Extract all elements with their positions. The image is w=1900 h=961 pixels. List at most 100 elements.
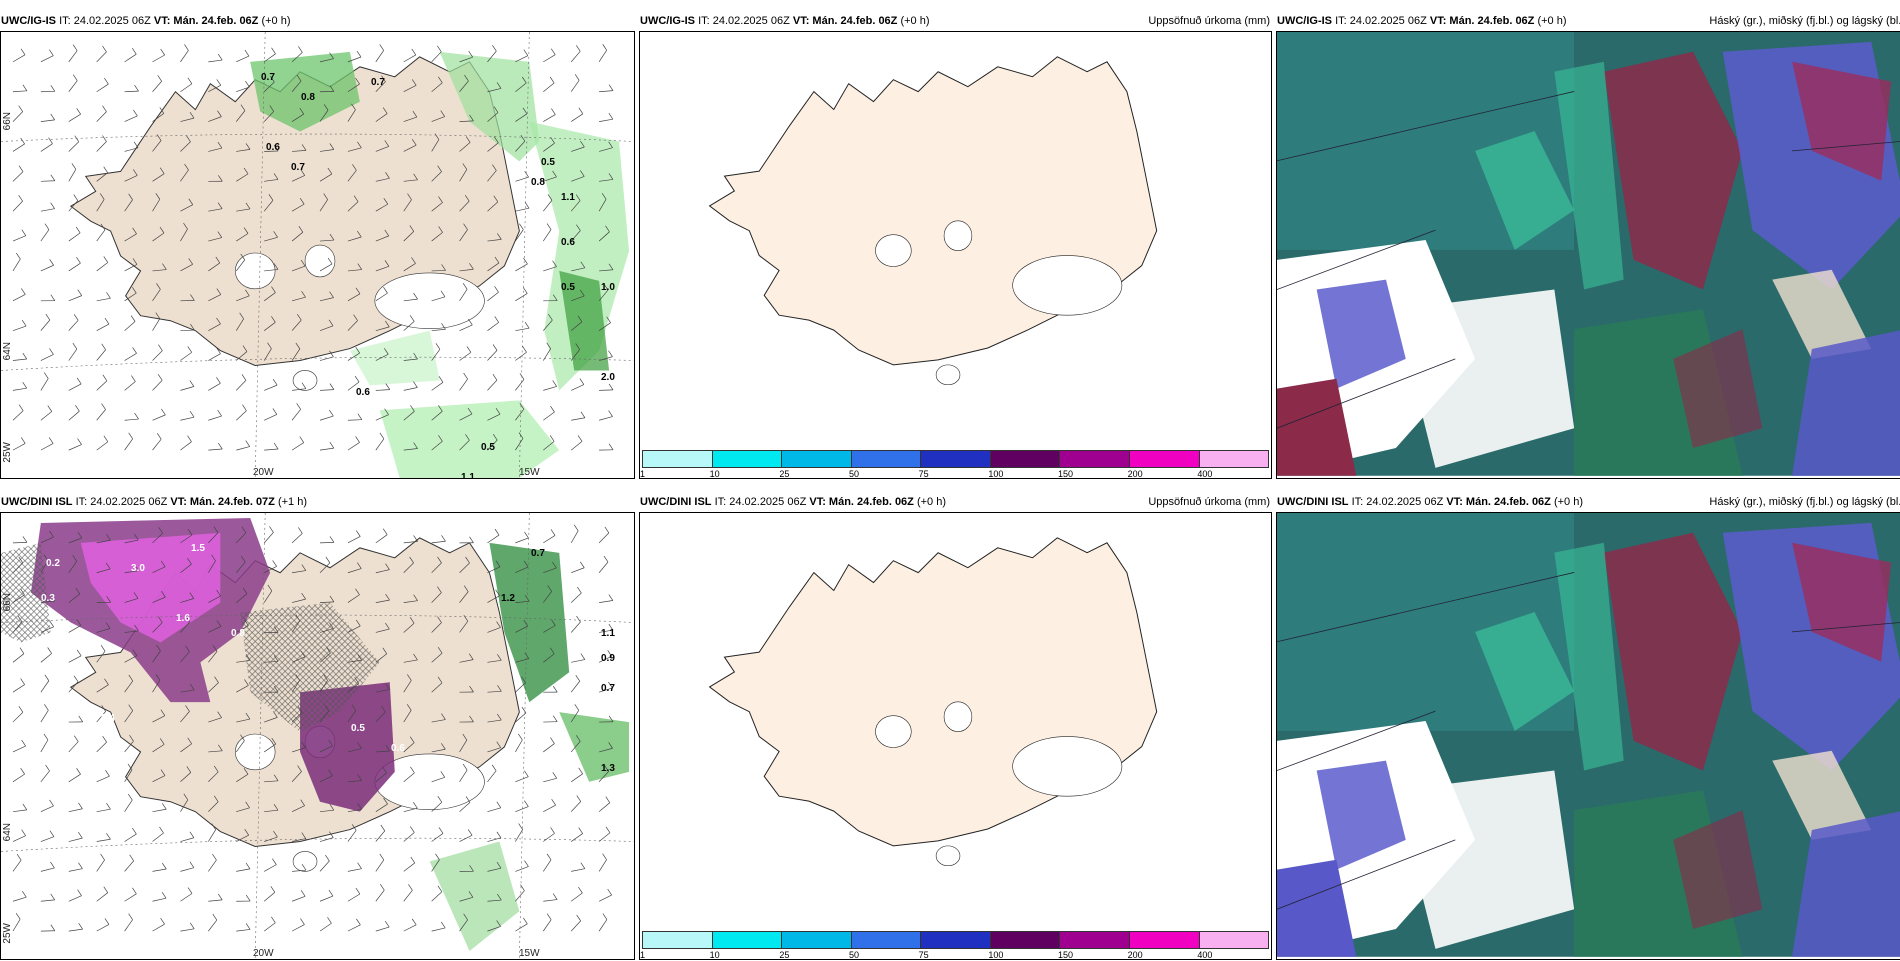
lat-label: 66N [2,593,13,611]
cloud-cover-map [1277,513,1900,957]
colorbar-cell [782,932,852,948]
lat-label: 66N [2,112,13,130]
cloud-cover-map [1277,32,1900,476]
precip-panel: UWC/IG-IS IT: 24.02.2025 06Z VT: Mán. 24… [639,10,1272,480]
wind-precip-map [1,513,634,959]
colorbar-cell [852,932,922,948]
wind-precip-map [1,32,634,478]
precip-value-label: 1.1 [601,628,615,639]
valid-time: Mán. 24.feb. 06Z [812,15,897,27]
init-time: IT: 24.02.2025 06Z [1335,15,1427,27]
valid-time-label: VT: [793,15,810,27]
colorbar-tick: 75 [919,469,929,479]
map-frame [1276,512,1900,960]
colorbar-cell [643,451,713,467]
panel-header: UWC/DINI ISL IT: 24.02.2025 06Z VT: Mán.… [639,491,1272,513]
colorbar-tick: 50 [849,950,859,960]
panel-title: Uppsöfnuð úrkoma (mm) [1148,491,1270,513]
glacier [875,235,911,267]
colorbar-tick: 50 [849,469,859,479]
colorbar-tick: 25 [779,469,789,479]
precip-panel: UWC/DINI ISL IT: 24.02.2025 06Z VT: Mán.… [639,491,1272,961]
lead-time: (+0 h) [900,15,929,27]
lead-time: (+0 h) [1537,15,1566,27]
precip-value-label: 0.4 [101,713,115,724]
precip-value-label: 0.6 [391,743,405,754]
model-name: UWC/DINI ISL [640,496,712,508]
colorbar-cell [1200,451,1269,467]
precip-value-label: 0.6 [266,142,280,153]
precip-value-label: 0.5 [541,157,555,168]
precip-map [640,32,1271,449]
colorbar-tick: 100 [988,950,1003,960]
precip-value-label: 0.3 [41,593,55,604]
colorbar-tick: 150 [1058,469,1073,479]
lead-time: (+0 h) [917,496,946,508]
colorbar-tick: 25 [779,950,789,960]
colorbar-tick: 200 [1128,950,1143,960]
precip-value-label: 0.2 [46,558,60,569]
colorbar [642,450,1269,468]
lon-label: 20W [253,467,274,478]
panel-title: Háský (gr.), miðský (fj.bl.) og lágský (… [1709,10,1900,32]
precip-value-label: 1.0 [601,282,615,293]
colorbar-cell [1130,451,1200,467]
colorbar [642,931,1269,949]
precip-value-label: 1.1 [461,472,475,479]
valid-time: Mán. 24.feb. 06Z [1449,15,1534,27]
precip-value-label: 1.6 [176,613,190,624]
colorbar-cell [643,932,713,948]
precip-value-label: 0.7 [261,72,275,83]
lat-label: 64N [2,342,13,360]
colorbar-cell [921,451,991,467]
colorbar-cell [1060,451,1130,467]
precip-value-label: 0.5 [561,282,575,293]
colorbar-tick: 200 [1128,469,1143,479]
colorbar-cell [852,451,922,467]
colorbar-cell [991,451,1061,467]
cloud-panel: UWC/DINI ISL IT: 24.02.2025 06Z VT: Mán.… [1276,491,1900,961]
valid-time-label: VT: [1430,15,1447,27]
panel-title: Háský (gr.), miðský (fj.bl.) og lágský (… [1709,491,1900,513]
precip-value-label: 0.6 [356,387,370,398]
valid-time: Mán. 24.feb. 06Z [1466,496,1551,508]
wind-panel: UWC/DINI ISL IT: 24.02.2025 06Z VT: Mán.… [0,491,635,961]
lat-label: 64N [2,823,13,841]
cloud-panel: UWC/IG-IS IT: 24.02.2025 06Z VT: Mán. 24… [1276,10,1900,480]
colorbar-cell [1200,932,1269,948]
precip-value-label: 0.8 [301,92,315,103]
precip-value-label: 3.0 [131,563,145,574]
colorbar-tick: 100 [988,469,1003,479]
init-time: IT: 24.02.2025 06Z [698,15,790,27]
model-name: UWC/DINI ISL [1277,496,1349,508]
precip-value-label: 0.7 [531,548,545,559]
lon-label: 15W [519,467,540,478]
colorbar-cell [713,451,783,467]
init-time: IT: 24.02.2025 06Z [1352,496,1444,508]
precip-value-label: 1.1 [561,192,575,203]
colorbar-tick: 10 [710,469,720,479]
precip-value-label: 2.0 [601,372,615,383]
colorbar-tick: 75 [919,950,929,960]
panel-title: Uppsöfnuð úrkoma (mm) [1148,10,1270,32]
precip-value-label: 1.2 [501,593,515,604]
panel-header: UWC/DINI ISL IT: 24.02.2025 06Z VT: Mán.… [1276,491,1900,513]
colorbar-cell [1060,932,1130,948]
precip-value-label: 0.7 [291,162,305,173]
panel-header: UWC/IG-IS IT: 24.02.2025 06Z VT: Mán. 24… [639,10,1272,32]
colorbar-tick: 1 [640,469,645,479]
wind-panel: UWC/IG-IS IT: 24.02.2025 06Z VT: Mán. 24… [0,10,635,480]
colorbar-tick: 1 [640,950,645,960]
colorbar-cell [782,451,852,467]
precip-value-label: 0.5 [481,442,495,453]
valid-time-label: VT: [1446,496,1463,508]
colorbar-cell [921,932,991,948]
colorbar-tick: 400 [1197,950,1212,960]
precip-value-label: 0.7 [371,77,385,88]
valid-time-label: VT: [809,496,826,508]
